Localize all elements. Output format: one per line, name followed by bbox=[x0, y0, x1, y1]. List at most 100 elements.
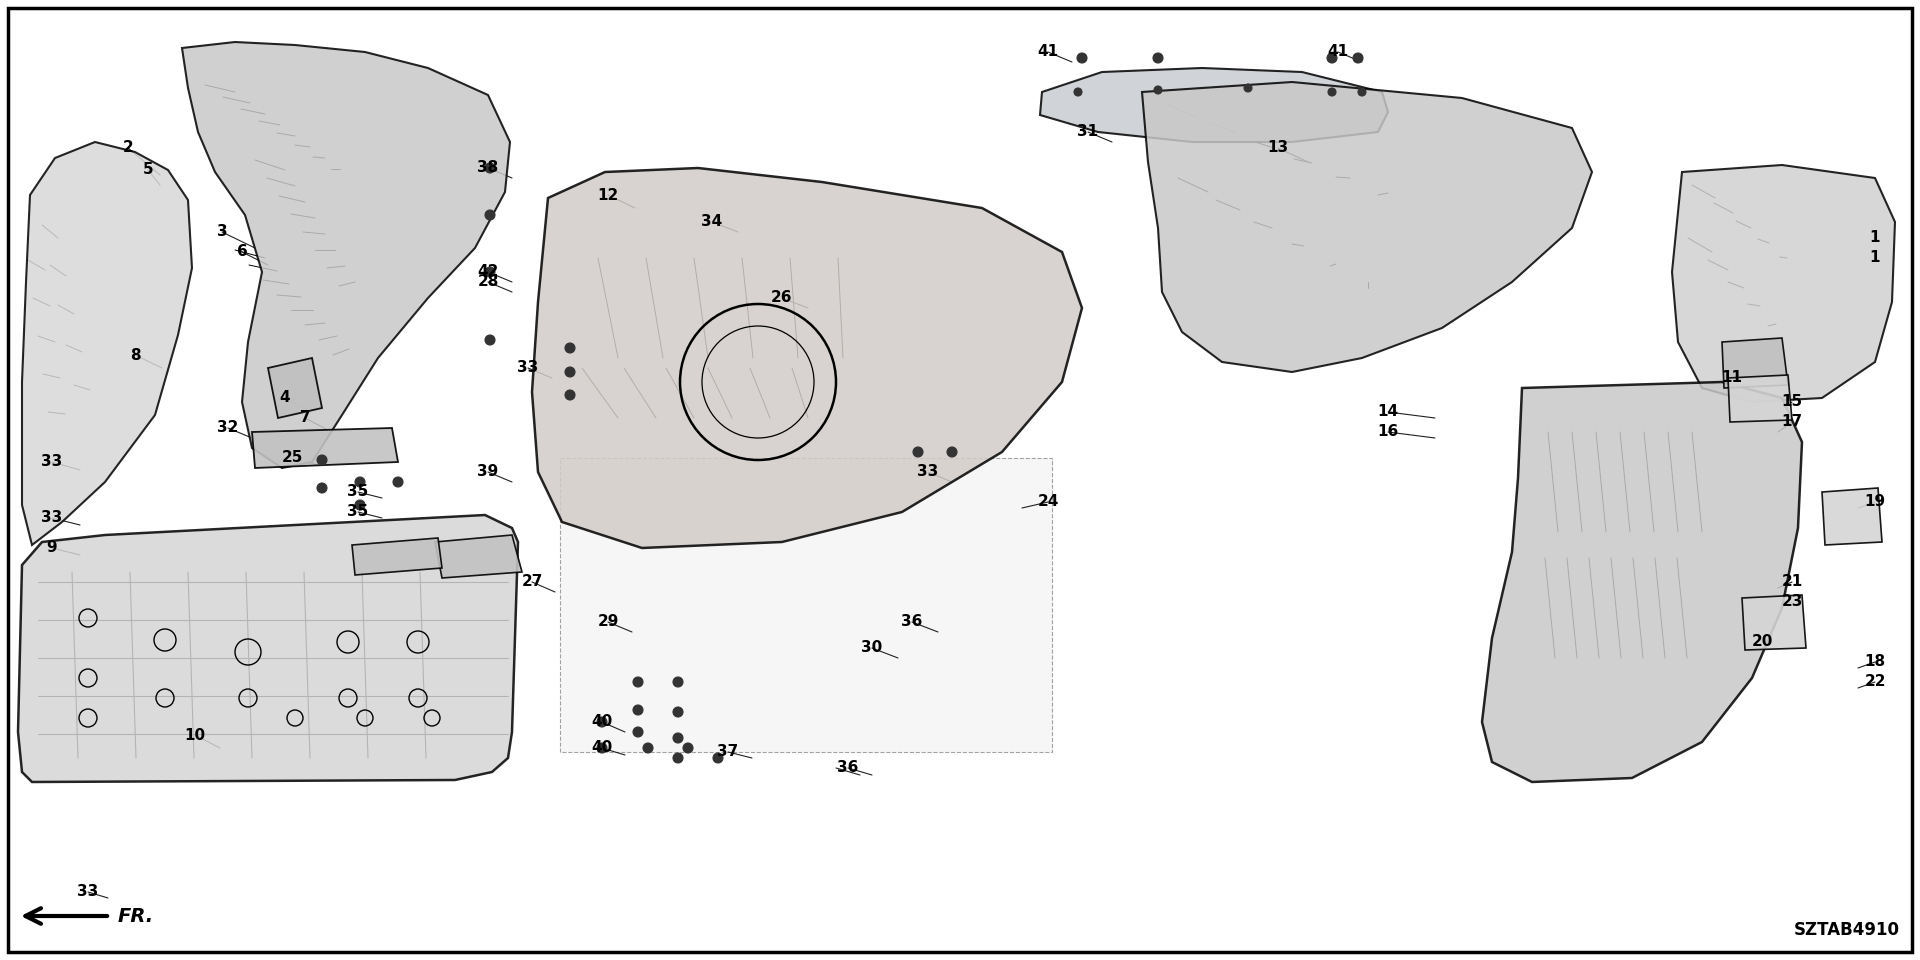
Text: 40: 40 bbox=[591, 740, 612, 756]
Circle shape bbox=[355, 500, 365, 510]
Text: 24: 24 bbox=[1037, 494, 1058, 510]
Text: 27: 27 bbox=[522, 574, 543, 589]
Text: 10: 10 bbox=[184, 728, 205, 742]
Circle shape bbox=[634, 677, 643, 687]
Text: 35: 35 bbox=[348, 505, 369, 519]
Circle shape bbox=[486, 267, 495, 277]
Text: 42: 42 bbox=[478, 265, 499, 279]
Text: 15: 15 bbox=[1782, 395, 1803, 410]
Text: 7: 7 bbox=[300, 411, 311, 425]
Text: 5: 5 bbox=[142, 162, 154, 178]
Text: 9: 9 bbox=[46, 540, 58, 556]
Circle shape bbox=[684, 743, 693, 753]
Text: 17: 17 bbox=[1782, 415, 1803, 429]
Text: 33: 33 bbox=[77, 884, 98, 900]
Circle shape bbox=[1244, 84, 1252, 92]
Text: 18: 18 bbox=[1864, 655, 1885, 669]
Polygon shape bbox=[561, 458, 1052, 752]
Polygon shape bbox=[17, 515, 518, 782]
Circle shape bbox=[317, 483, 326, 493]
Circle shape bbox=[1154, 86, 1162, 94]
Polygon shape bbox=[269, 358, 323, 418]
Circle shape bbox=[634, 727, 643, 737]
Text: 33: 33 bbox=[42, 511, 63, 525]
Text: 25: 25 bbox=[282, 450, 303, 466]
Text: 33: 33 bbox=[918, 465, 939, 479]
Circle shape bbox=[355, 477, 365, 487]
Text: 36: 36 bbox=[900, 614, 924, 630]
Text: 20: 20 bbox=[1751, 635, 1772, 650]
Text: 16: 16 bbox=[1377, 424, 1398, 440]
Text: 28: 28 bbox=[478, 275, 499, 290]
Text: 38: 38 bbox=[478, 160, 499, 176]
Circle shape bbox=[1357, 88, 1365, 96]
Circle shape bbox=[1077, 53, 1087, 63]
Circle shape bbox=[674, 733, 684, 743]
Text: 3: 3 bbox=[217, 225, 227, 239]
Text: 26: 26 bbox=[772, 291, 793, 305]
Circle shape bbox=[947, 447, 956, 457]
Polygon shape bbox=[21, 142, 192, 545]
Polygon shape bbox=[1041, 68, 1388, 142]
Circle shape bbox=[674, 753, 684, 763]
Circle shape bbox=[564, 390, 574, 400]
Circle shape bbox=[486, 335, 495, 345]
Text: 30: 30 bbox=[862, 640, 883, 656]
Circle shape bbox=[486, 163, 495, 173]
Text: 29: 29 bbox=[597, 614, 618, 630]
Circle shape bbox=[1073, 88, 1083, 96]
Text: 41: 41 bbox=[1327, 44, 1348, 60]
Text: 35: 35 bbox=[348, 485, 369, 499]
Text: 13: 13 bbox=[1267, 140, 1288, 156]
Circle shape bbox=[317, 455, 326, 465]
Text: 4: 4 bbox=[280, 391, 290, 405]
Text: 23: 23 bbox=[1782, 594, 1803, 610]
Circle shape bbox=[1329, 88, 1336, 96]
Polygon shape bbox=[1728, 375, 1791, 422]
Text: 19: 19 bbox=[1864, 494, 1885, 510]
Text: FR.: FR. bbox=[117, 906, 154, 925]
Circle shape bbox=[1327, 53, 1336, 63]
Polygon shape bbox=[182, 42, 511, 468]
Text: 8: 8 bbox=[131, 348, 140, 363]
Polygon shape bbox=[1741, 595, 1807, 650]
Text: 33: 33 bbox=[516, 361, 540, 375]
Text: 14: 14 bbox=[1377, 404, 1398, 420]
Polygon shape bbox=[1482, 382, 1803, 782]
Text: 33: 33 bbox=[42, 454, 63, 469]
Polygon shape bbox=[1672, 165, 1895, 402]
Circle shape bbox=[486, 210, 495, 220]
Polygon shape bbox=[1722, 338, 1788, 388]
Text: 41: 41 bbox=[1037, 44, 1058, 60]
Text: 37: 37 bbox=[718, 745, 739, 759]
Polygon shape bbox=[351, 538, 442, 575]
Polygon shape bbox=[532, 168, 1083, 548]
Circle shape bbox=[674, 707, 684, 717]
Circle shape bbox=[564, 367, 574, 377]
Circle shape bbox=[597, 743, 607, 753]
Text: 40: 40 bbox=[591, 714, 612, 730]
Text: 6: 6 bbox=[236, 245, 248, 259]
Circle shape bbox=[643, 743, 653, 753]
Text: 36: 36 bbox=[837, 760, 858, 776]
Text: 1: 1 bbox=[1870, 230, 1880, 246]
Text: 31: 31 bbox=[1077, 125, 1098, 139]
Polygon shape bbox=[436, 535, 522, 578]
Circle shape bbox=[712, 753, 724, 763]
Circle shape bbox=[597, 717, 607, 727]
Polygon shape bbox=[1822, 488, 1882, 545]
Polygon shape bbox=[1142, 82, 1592, 372]
Text: 1: 1 bbox=[1870, 251, 1880, 266]
Text: 22: 22 bbox=[1864, 675, 1885, 689]
Circle shape bbox=[564, 343, 574, 353]
Text: 39: 39 bbox=[478, 465, 499, 479]
Circle shape bbox=[394, 477, 403, 487]
Polygon shape bbox=[252, 428, 397, 468]
Text: 11: 11 bbox=[1722, 371, 1743, 386]
Circle shape bbox=[914, 447, 924, 457]
Circle shape bbox=[1354, 53, 1363, 63]
Text: 21: 21 bbox=[1782, 574, 1803, 589]
Circle shape bbox=[1154, 53, 1164, 63]
Text: 12: 12 bbox=[597, 187, 618, 203]
Text: 2: 2 bbox=[123, 140, 132, 156]
